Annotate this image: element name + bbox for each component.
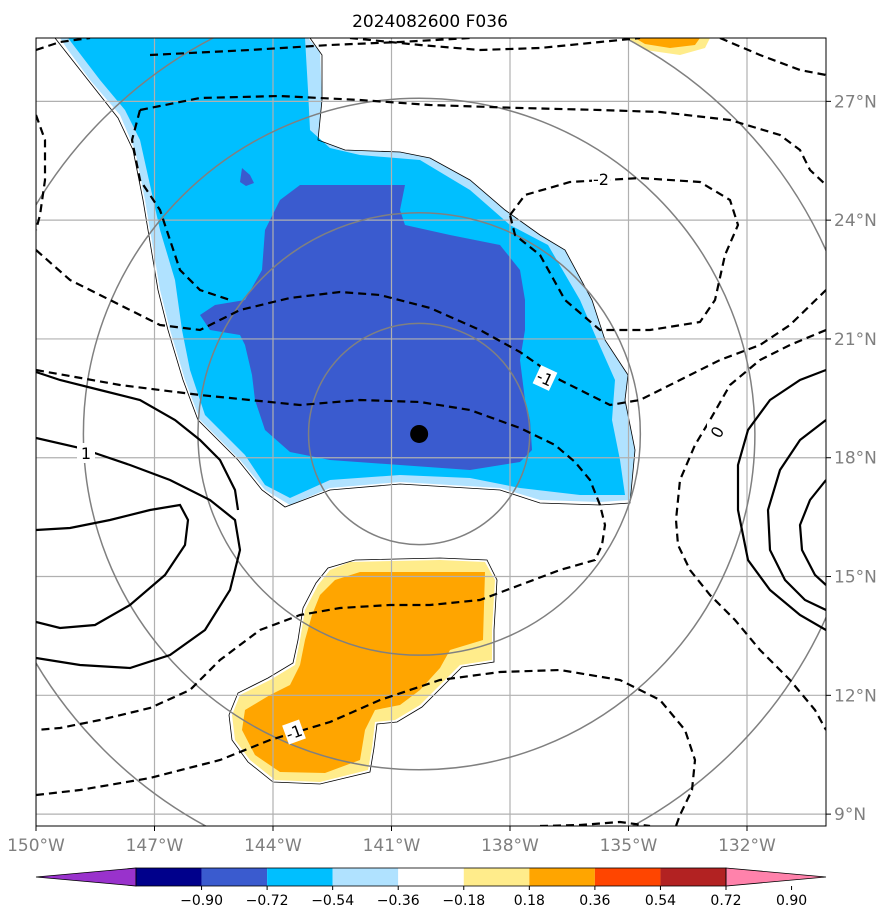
contour-1-lower [36, 668, 697, 826]
colorbar-extend-high [725, 867, 827, 887]
colorbar-segment-4 [398, 868, 464, 886]
colorbar-label-4: −0.18 [442, 893, 485, 909]
contour-upper-left [36, 114, 47, 231]
chart-title: 2024082600 F036 [352, 12, 508, 32]
colorbar-label-1: −0.72 [246, 893, 289, 909]
colorbar-label-8: 0.72 [710, 893, 741, 909]
fill-royal-blue-small-region [240, 168, 254, 186]
contour-solid-right-outer [736, 368, 826, 631]
grid-lines [36, 38, 826, 826]
contour-solid-right-mid [766, 419, 826, 611]
label-bg-5 [282, 719, 306, 745]
x-axis-ticks: 150°W 147°W 144°W 141°W 138°W 135°W 132°W [7, 826, 776, 856]
x-tick-label-4: 138°W [481, 836, 539, 856]
x-tick-label-2: 144°W [244, 836, 302, 856]
range-ring-1 [197, 212, 642, 656]
colorbar-extend-low [35, 867, 137, 887]
x-tick-label-5: 135°W [600, 836, 658, 856]
x-tick-label-6: 132°W [718, 836, 776, 856]
y-tick-label-3: 18°N [834, 449, 877, 469]
colorbar-label-6: 0.36 [579, 893, 610, 909]
colorbar-label-5: 0.18 [514, 893, 545, 909]
solid-contours [36, 368, 826, 670]
x-tick-label-1: 147°W [126, 836, 184, 856]
fill-top-orange-inner-region [635, 38, 700, 48]
y-tick-label-2: 15°N [834, 568, 877, 588]
contour-solid-left-outer [36, 436, 242, 670]
range-ring-0 [307, 322, 531, 546]
label-bg-3 [707, 422, 727, 442]
colorbar-label-9: 0.90 [776, 893, 807, 909]
contour-label-minus1: -1 [534, 366, 556, 390]
colorbar-segment-2 [267, 868, 333, 886]
range-ring-2 [82, 97, 756, 771]
contour-upper-loop [139, 94, 826, 186]
storm-center-marker [410, 424, 429, 443]
contour-solid-left-top [36, 370, 240, 511]
map-frame [35, 37, 827, 827]
contour-label-minus2: -2 [593, 170, 609, 189]
range-rings [36, 38, 826, 826]
x-tick-label-0: 150°W [7, 836, 65, 856]
y-tick-label-6: 27°N [834, 92, 877, 112]
colorbar-segment-8 [660, 868, 726, 886]
colorbar: −0.90 −0.72 −0.54 −0.36 −0.18 0.18 0.36 0.54 0.7… [35, 867, 827, 909]
contour-label-one: 1 [81, 444, 91, 463]
colorbar-segment-3 [332, 868, 399, 886]
colorbar-segment-7 [594, 868, 661, 886]
contour-upper-right-a [719, 38, 826, 77]
colorbar-segment-6 [529, 868, 595, 886]
contour-outer-top [36, 38, 471, 57]
fill-royal-blue-region [200, 185, 532, 470]
label-bg-1 [592, 168, 610, 188]
y-tick-label-5: 24°N [834, 211, 877, 231]
colorbar-segment-5 [463, 868, 530, 886]
colorbar-label-3: −0.36 [377, 893, 420, 909]
colorbar-label-2: −0.54 [311, 893, 354, 909]
fill-orange-region [242, 572, 485, 773]
label-bg-2 [532, 365, 558, 391]
colorbar-label-7: 0.54 [645, 893, 676, 909]
y-axis-ticks: 9°N 12°N 15°N 18°N 21°N 24°N 27°N [826, 92, 877, 825]
contour-top-2 [349, 38, 641, 52]
x-tick-label-3: 141°W [363, 836, 421, 856]
contour-solid-right-inner [798, 479, 826, 586]
zero-outline-orange [228, 557, 498, 785]
y-tick-label-4: 21°N [834, 330, 877, 350]
colorbar-label-0: −0.90 [180, 893, 223, 909]
contour-label-minus1-lower: -1 [283, 721, 304, 744]
colorbar-outline [135, 867, 727, 887]
colorbar-segment-0 [136, 868, 202, 886]
contour-zero [674, 328, 826, 731]
label-bg-4 [77, 443, 95, 463]
y-tick-label-1: 12°N [834, 686, 877, 706]
contour-minus1-upper [36, 249, 826, 407]
y-tick-label-0: 9°N [834, 805, 866, 825]
contour-upper-left-b [130, 109, 231, 302]
contour-minus1-lower [36, 368, 607, 732]
contour-solid-left-inner [36, 503, 190, 630]
contour-labels: -2 -1 0 1 -1 [77, 168, 728, 745]
colorbar-segment-1 [201, 868, 268, 886]
